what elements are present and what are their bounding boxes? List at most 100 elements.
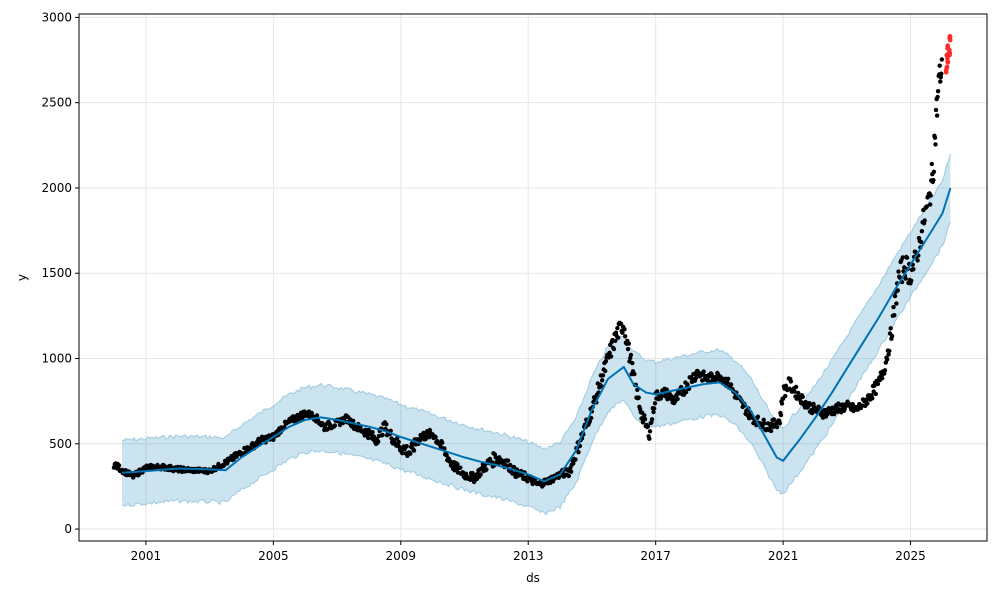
observed-point bbox=[792, 389, 797, 394]
observed-point bbox=[811, 401, 816, 407]
observed-point bbox=[603, 359, 609, 364]
observed-point bbox=[934, 113, 940, 118]
observed-point bbox=[484, 467, 489, 472]
future-point bbox=[947, 47, 952, 53]
observed-point bbox=[762, 421, 767, 426]
observed-point bbox=[442, 446, 447, 451]
observed-point bbox=[600, 378, 605, 383]
observed-point bbox=[904, 255, 910, 260]
observed-point bbox=[396, 439, 401, 445]
observed-point bbox=[371, 434, 377, 439]
observed-point bbox=[937, 63, 942, 68]
observed-point bbox=[433, 434, 438, 440]
observed-point bbox=[628, 352, 634, 358]
observed-point bbox=[615, 325, 620, 331]
observed-point bbox=[351, 418, 356, 423]
observed-point bbox=[640, 420, 646, 425]
observed-point bbox=[625, 346, 631, 352]
observed-point bbox=[613, 330, 619, 335]
observed-point bbox=[376, 439, 381, 444]
observed-point bbox=[384, 422, 389, 427]
uncertainty-band-layer bbox=[121, 153, 951, 516]
observed-point bbox=[788, 379, 794, 384]
observed-point bbox=[408, 451, 413, 456]
observed-point bbox=[779, 401, 785, 406]
observed-point bbox=[887, 348, 892, 354]
observed-point bbox=[455, 462, 460, 467]
observed-point bbox=[796, 390, 801, 396]
observed-point bbox=[882, 368, 888, 373]
observed-point bbox=[645, 424, 651, 429]
observed-point bbox=[935, 94, 940, 100]
x-axis-ticks: 2001 2005 2009 2013 2017 2021 2025 bbox=[131, 541, 926, 563]
observed-point bbox=[458, 465, 463, 470]
x-tick-label: 2009 bbox=[386, 549, 417, 563]
observed-point bbox=[902, 265, 907, 270]
observed-point bbox=[894, 301, 899, 306]
observed-point bbox=[909, 278, 914, 283]
observed-point bbox=[919, 229, 925, 234]
observed-point bbox=[652, 406, 657, 411]
observed-point bbox=[468, 477, 473, 482]
observed-point bbox=[635, 387, 640, 392]
uncertainty-band bbox=[122, 153, 951, 515]
observed-point bbox=[626, 341, 631, 346]
observed-point bbox=[726, 376, 731, 381]
x-tick-label: 2005 bbox=[258, 549, 289, 563]
observed-point bbox=[701, 369, 706, 374]
observed-point bbox=[647, 429, 653, 434]
observed-point bbox=[777, 421, 783, 426]
observed-point bbox=[913, 249, 918, 255]
future-point bbox=[946, 52, 952, 58]
observed-point bbox=[891, 304, 896, 310]
observed-point bbox=[929, 161, 934, 167]
observed-point bbox=[903, 276, 908, 281]
observed-point bbox=[600, 373, 606, 378]
observed-point bbox=[892, 313, 897, 318]
observed-point bbox=[873, 391, 878, 397]
observed-point bbox=[886, 352, 891, 357]
observed-point bbox=[793, 384, 799, 390]
observed-point bbox=[928, 202, 933, 207]
observed-point bbox=[576, 450, 581, 455]
observed-point bbox=[911, 267, 916, 272]
observed-point bbox=[332, 423, 338, 428]
observed-point bbox=[875, 381, 881, 387]
x-tick-label: 2017 bbox=[640, 549, 671, 563]
observed-point bbox=[400, 451, 405, 456]
x-tick-label: 2013 bbox=[513, 549, 544, 563]
observed-point bbox=[618, 321, 624, 326]
observed-point bbox=[924, 204, 929, 209]
y-tick-label: 3000 bbox=[41, 10, 72, 24]
observed-point bbox=[685, 382, 690, 387]
observed-point bbox=[885, 357, 890, 362]
observed-point bbox=[380, 432, 385, 438]
observed-point bbox=[939, 57, 945, 62]
observed-point bbox=[728, 382, 734, 387]
observed-point bbox=[525, 479, 530, 484]
future-point bbox=[945, 60, 951, 65]
observed-point bbox=[755, 414, 761, 419]
observed-point bbox=[865, 401, 870, 406]
observed-point bbox=[938, 79, 943, 84]
observed-point bbox=[892, 293, 898, 299]
observed-point bbox=[421, 430, 426, 436]
observed-point bbox=[607, 350, 612, 355]
future-point bbox=[944, 64, 950, 70]
observed-point bbox=[630, 360, 635, 366]
observed-point bbox=[411, 448, 417, 453]
observed-point bbox=[659, 393, 664, 399]
x-tick-label: 2021 bbox=[768, 549, 799, 563]
observed-point bbox=[642, 413, 647, 418]
observed-point bbox=[370, 430, 375, 435]
observed-point bbox=[939, 71, 944, 76]
observed-point bbox=[933, 107, 939, 113]
observed-point bbox=[768, 428, 774, 434]
grid-layer bbox=[79, 14, 987, 541]
observed-point bbox=[938, 75, 943, 80]
observed-point bbox=[573, 457, 578, 462]
observed-point bbox=[933, 142, 938, 147]
observed-point bbox=[642, 417, 648, 422]
observed-point bbox=[935, 89, 941, 94]
